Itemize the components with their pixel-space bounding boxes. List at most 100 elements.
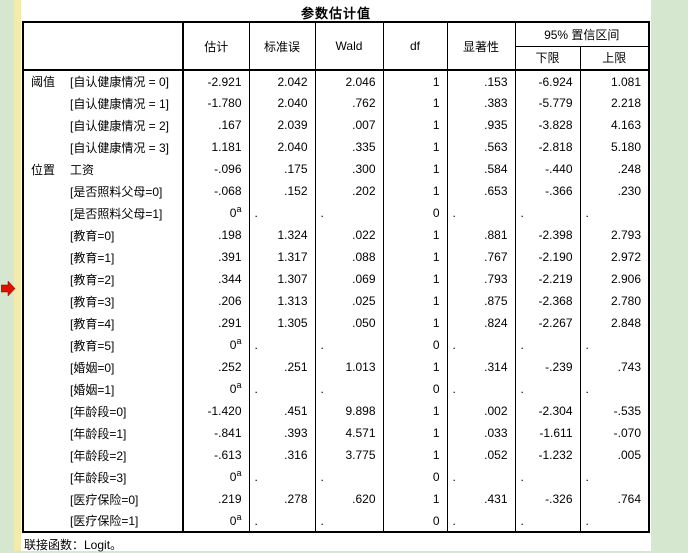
value-cell: . [314, 510, 383, 532]
value-cell: -2.190 [514, 246, 580, 268]
row-label: [教育=0] [70, 228, 115, 243]
value-cell: .025 [314, 290, 383, 312]
value-cell: 1 [382, 180, 447, 202]
value-cell: 1 [382, 400, 447, 422]
value-cell: 0 [382, 202, 447, 224]
row-label: 工资 [70, 162, 95, 177]
table-row: [教育=5] 0a.. 0... [23, 334, 649, 356]
value-cell: -6.924 [514, 70, 580, 92]
value-cell: . [579, 378, 649, 400]
row-label: [教育=1] [70, 250, 115, 265]
value-cell: -2.368 [514, 290, 580, 312]
row-label: [医疗保险=0] [70, 492, 139, 507]
table-row: [自认健康情况 = 3] 1.181 2.040.335 1.563 -2.818 5.1… [23, 136, 649, 158]
table-row: [婚姻=1] 0a.. 0... [23, 378, 649, 400]
value-cell: . [579, 466, 649, 488]
value-cell: -.068 [182, 180, 249, 202]
row-stub: 位置 工资 [23, 158, 184, 180]
value-cell: .050 [314, 312, 383, 334]
red-arrow-right-icon [0, 280, 16, 297]
value-cell: -5.779 [514, 92, 580, 114]
value-cell: 1.013 [314, 356, 383, 378]
row-stub: [年龄段=0] [23, 400, 184, 422]
value-cell: -.440 [514, 158, 580, 180]
value-cell: 3.775 [314, 444, 383, 466]
row-label: [医疗保险=1] [70, 514, 139, 528]
value-cell: .202 [314, 180, 383, 202]
row-stub: [教育=1] [23, 246, 184, 268]
value-cell: . [248, 378, 315, 400]
value-cell: 0 [382, 334, 447, 356]
value-cell: 2.793 [579, 224, 649, 246]
value-cell: .335 [314, 136, 383, 158]
table-row: [年龄段=2] -.613.316 3.775 1.052 -1.232.005 [23, 444, 649, 466]
value-cell: .278 [248, 488, 315, 510]
row-stub: [自认健康情况 = 2] [23, 114, 184, 136]
row-stub: [教育=5] [23, 334, 184, 356]
value-cell: 1.181 [182, 136, 249, 158]
table-header: 估计 标准误 Wald df 显著性 95% 置信区间 下限 上限 [23, 22, 649, 71]
value-cell: 4.163 [579, 114, 649, 136]
col-header-estimate: 估计 [182, 22, 249, 71]
row-stub: [婚姻=1] [23, 378, 184, 400]
value-cell: .743 [579, 356, 649, 378]
value-cell: -.096 [182, 158, 249, 180]
table-row: 位置 工资 -.096.175.300 1.584 -.440.248 [23, 158, 649, 180]
table-row: [自认健康情况 = 1] -1.780 2.040.762 1.383 -5.779 2.… [23, 92, 649, 114]
value-cell: .393 [248, 422, 315, 444]
value-cell: .022 [314, 224, 383, 246]
value-cell: 0a [182, 510, 249, 532]
value-cell: 1 [382, 290, 447, 312]
value-cell: 1 [382, 356, 447, 378]
row-label: [婚姻=0] [70, 360, 115, 375]
value-cell: .248 [579, 158, 649, 180]
value-cell: .069 [314, 268, 383, 290]
value-cell: . [446, 378, 515, 400]
value-cell: .088 [314, 246, 383, 268]
value-cell: 0a [182, 466, 249, 488]
value-cell: -3.828 [514, 114, 580, 136]
value-cell: 1 [382, 246, 447, 268]
value-cell: 2.972 [579, 246, 649, 268]
value-cell: 1 [382, 224, 447, 246]
value-cell: .316 [248, 444, 315, 466]
value-cell: .291 [182, 312, 249, 334]
table-title: 参数估计值 [300, 6, 371, 21]
value-cell: 2.042 [248, 70, 315, 92]
value-cell: .762 [314, 92, 383, 114]
value-cell: 1.307 [248, 268, 315, 290]
value-cell: 0a [182, 334, 249, 356]
value-cell: -1.611 [514, 422, 580, 444]
row-stub: [是否照料父母=1] [23, 202, 184, 224]
value-cell: . [514, 466, 580, 488]
value-cell: -.070 [579, 422, 649, 444]
value-cell: . [514, 334, 580, 356]
value-cell: . [514, 378, 580, 400]
value-cell: .219 [182, 488, 249, 510]
value-cell: . [248, 466, 315, 488]
row-group-label: 位置 [31, 162, 56, 177]
row-group-label: 阈值 [31, 75, 56, 89]
value-cell: 0 [382, 466, 447, 488]
value-cell: -2.219 [514, 268, 580, 290]
table-row: [婚姻=0] .252.251 1.013 1.314 -.239.743 [23, 356, 649, 378]
col-header-wald: Wald [314, 22, 383, 71]
table-body: 阈值 [自认健康情况 = 0] -2.921 2.042 2.046 1.153 -6.92… [23, 70, 649, 532]
value-cell: . [314, 334, 383, 356]
row-label: [年龄段=0] [70, 404, 127, 419]
value-cell: -2.304 [514, 400, 580, 422]
value-cell: . [446, 334, 515, 356]
value-cell: -.239 [514, 356, 580, 378]
row-stub: [自认健康情况 = 3] [23, 136, 184, 158]
table-row: 阈值 [自认健康情况 = 0] -2.921 2.042 2.046 1.153 -6.92… [23, 70, 649, 92]
value-cell: -.366 [514, 180, 580, 202]
value-cell: . [446, 466, 515, 488]
value-cell: .767 [446, 246, 515, 268]
row-label: [年龄段=2] [70, 448, 127, 463]
value-cell: .153 [446, 70, 515, 92]
value-cell: . [514, 202, 580, 224]
row-stub: [医疗保险=0] [23, 488, 184, 510]
value-cell: . [248, 510, 315, 532]
value-cell: 1 [382, 488, 447, 510]
value-cell: .620 [314, 488, 383, 510]
